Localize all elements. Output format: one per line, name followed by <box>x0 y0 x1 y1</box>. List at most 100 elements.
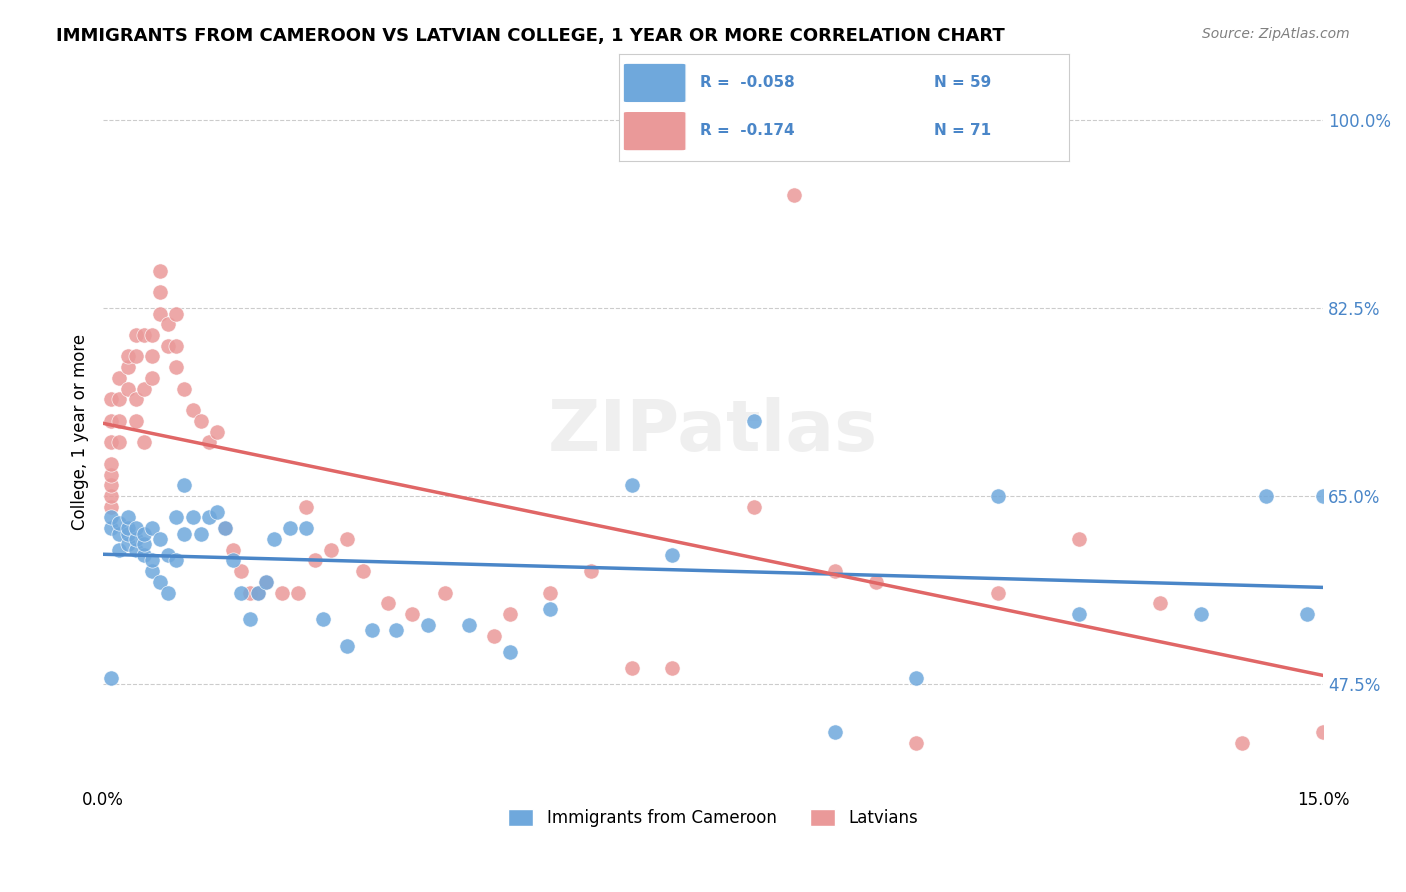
Point <box>181 403 204 417</box>
Point <box>295 521 318 535</box>
Point <box>100 457 122 471</box>
Point <box>418 617 440 632</box>
Point <box>157 318 180 332</box>
Point <box>141 350 163 364</box>
Point <box>100 489 122 503</box>
Point <box>165 360 187 375</box>
Point <box>304 553 326 567</box>
Point <box>1312 725 1334 739</box>
Text: IMMIGRANTS FROM CAMEROON VS LATVIAN COLLEGE, 1 YEAR OR MORE CORRELATION CHART: IMMIGRANTS FROM CAMEROON VS LATVIAN COLL… <box>56 27 1005 45</box>
Point <box>319 542 342 557</box>
Point <box>100 672 122 686</box>
Point <box>100 392 122 407</box>
Point <box>165 510 187 524</box>
Point <box>149 574 172 589</box>
Point <box>278 521 301 535</box>
Point <box>141 521 163 535</box>
Point <box>190 526 212 541</box>
Point <box>222 553 245 567</box>
Point <box>117 510 139 524</box>
Point <box>100 500 122 514</box>
Point <box>238 585 260 599</box>
Point <box>157 585 180 599</box>
Point <box>173 478 195 492</box>
Point <box>271 585 294 599</box>
Point <box>165 339 187 353</box>
Point <box>385 623 408 637</box>
Point <box>132 435 155 450</box>
Point <box>579 564 602 578</box>
Point <box>214 521 236 535</box>
Point <box>742 500 765 514</box>
Point <box>205 425 228 439</box>
Point <box>181 510 204 524</box>
Point <box>165 553 187 567</box>
Point <box>1256 489 1278 503</box>
Y-axis label: College, 1 year or more: College, 1 year or more <box>72 334 89 530</box>
Point <box>946 124 969 138</box>
Point <box>987 489 1010 503</box>
Point <box>336 532 359 546</box>
Point <box>173 526 195 541</box>
Text: R =  -0.174: R = -0.174 <box>700 123 794 138</box>
Point <box>100 521 122 535</box>
Point <box>108 435 131 450</box>
Point <box>377 596 399 610</box>
Point <box>190 414 212 428</box>
Point <box>295 500 318 514</box>
Point <box>214 521 236 535</box>
FancyBboxPatch shape <box>623 112 686 151</box>
Point <box>141 371 163 385</box>
Point <box>254 574 277 589</box>
Point <box>132 328 155 343</box>
Point <box>157 548 180 562</box>
Point <box>108 392 131 407</box>
Point <box>1230 736 1253 750</box>
Point <box>336 640 359 654</box>
Point <box>540 601 562 615</box>
Point <box>620 661 643 675</box>
Text: ZIPatlas: ZIPatlas <box>548 397 879 467</box>
Point <box>360 623 382 637</box>
Point <box>149 307 172 321</box>
Point <box>254 574 277 589</box>
Point <box>100 467 122 482</box>
Point <box>620 478 643 492</box>
Point <box>352 564 374 578</box>
Point <box>132 526 155 541</box>
Point <box>433 585 456 599</box>
Point <box>312 612 335 626</box>
Point <box>100 435 122 450</box>
Point <box>540 585 562 599</box>
Point <box>149 285 172 299</box>
Point <box>124 392 146 407</box>
Point <box>246 585 269 599</box>
Point <box>198 510 221 524</box>
Point <box>149 263 172 277</box>
Point <box>1312 489 1334 503</box>
Point <box>824 564 846 578</box>
Point <box>742 414 765 428</box>
Point <box>231 585 253 599</box>
Point <box>124 532 146 546</box>
Text: N = 59: N = 59 <box>934 75 991 90</box>
Point <box>132 537 155 551</box>
FancyBboxPatch shape <box>623 63 686 103</box>
Point <box>117 382 139 396</box>
Point <box>124 521 146 535</box>
Point <box>1189 607 1212 621</box>
Point <box>263 532 285 546</box>
Legend: Immigrants from Cameroon, Latvians: Immigrants from Cameroon, Latvians <box>502 803 925 834</box>
Point <box>124 328 146 343</box>
Point <box>108 516 131 530</box>
Point <box>108 371 131 385</box>
Point <box>661 661 683 675</box>
Point <box>117 526 139 541</box>
Point <box>482 628 505 642</box>
Point <box>173 382 195 396</box>
Text: R =  -0.058: R = -0.058 <box>700 75 794 90</box>
Point <box>108 414 131 428</box>
Point <box>824 725 846 739</box>
Text: N = 71: N = 71 <box>934 123 991 138</box>
Point <box>231 564 253 578</box>
